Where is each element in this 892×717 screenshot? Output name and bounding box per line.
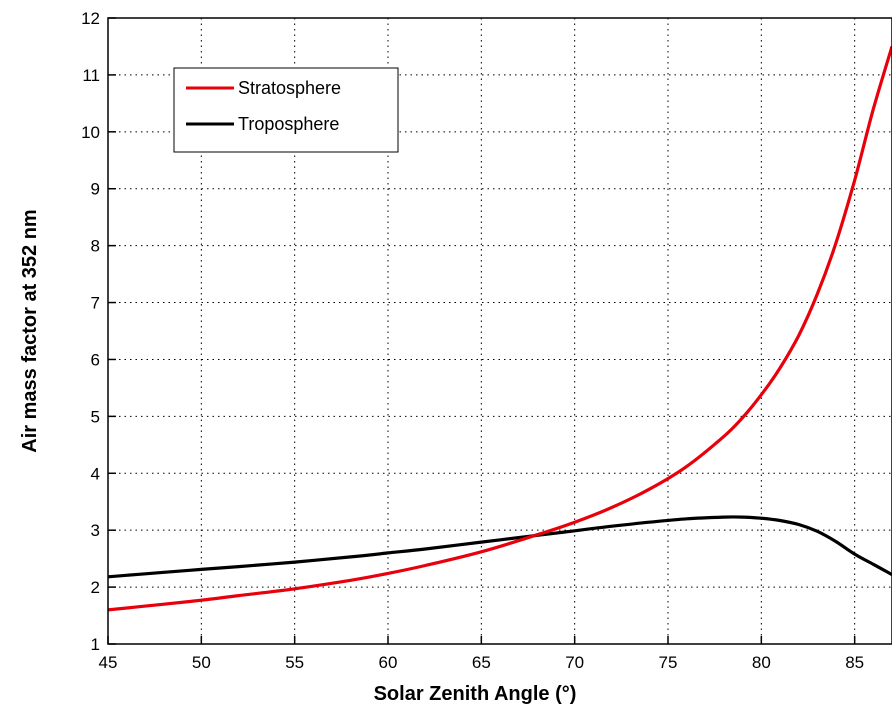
y-axis-label: Air mass factor at 352 nm <box>19 209 41 452</box>
x-tick-label: 55 <box>285 653 304 672</box>
x-axis-label: Solar Zenith Angle (°) <box>374 683 577 705</box>
x-tick-label: 70 <box>565 653 584 672</box>
y-tick-label: 11 <box>82 66 100 85</box>
grid <box>108 18 892 644</box>
x-tick-label: 50 <box>192 653 211 672</box>
x-tick-label: 60 <box>379 653 398 672</box>
legend-label-troposphere: Troposphere <box>238 114 339 134</box>
legend-box <box>173 67 399 153</box>
y-tick-label: 12 <box>81 9 100 28</box>
series-line-stratosphere <box>108 46 892 612</box>
x-tick-label: 80 <box>752 653 771 672</box>
y-tick-label: 10 <box>81 123 100 142</box>
y-tick-label: 6 <box>91 350 100 369</box>
x-tick-label: 75 <box>659 653 678 672</box>
legend: Stratosphere Troposphere <box>173 67 399 153</box>
y-tick-label: 1 <box>91 635 100 654</box>
x-tick-label: 85 <box>845 653 864 672</box>
legend-label-stratosphere: Stratosphere <box>238 78 341 98</box>
y-tick-label: 8 <box>91 237 100 256</box>
series-line-troposphere <box>108 515 892 579</box>
y-tick-label: 4 <box>91 464 100 483</box>
y-tick-label: 7 <box>91 294 100 313</box>
plot-frame <box>107 17 892 645</box>
y-tick-label: 3 <box>91 521 100 540</box>
y-tick-label: 9 <box>91 180 100 199</box>
x-tick-label: 65 <box>472 653 491 672</box>
y-tick-label: 2 <box>91 578 100 597</box>
x-tick-label: 45 <box>99 653 118 672</box>
series-lines <box>108 46 892 612</box>
y-tick-label: 5 <box>91 407 100 426</box>
